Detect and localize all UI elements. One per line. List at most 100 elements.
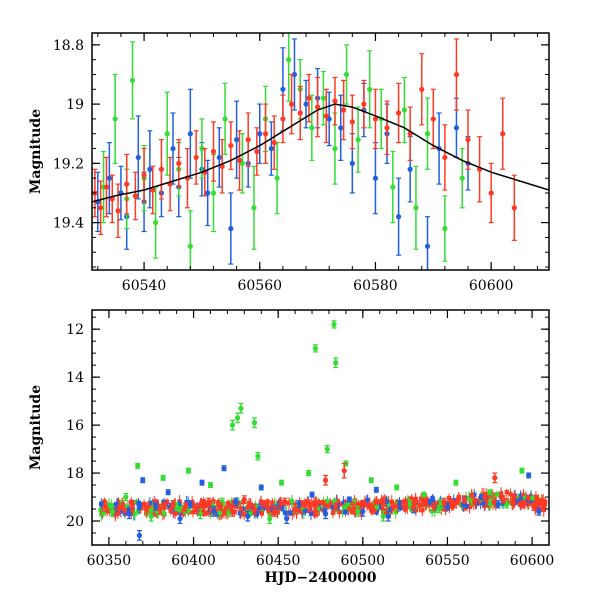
bottom-band-point bbox=[245, 505, 251, 510]
bottom-band-point bbox=[389, 499, 394, 504]
bottom-band-point bbox=[420, 508, 425, 513]
bottom-band-point bbox=[385, 502, 391, 507]
bottom-band-point bbox=[348, 500, 354, 506]
bottom-band-point bbox=[325, 498, 330, 504]
bottom-band-point bbox=[340, 509, 345, 515]
top-red-point bbox=[341, 107, 347, 113]
top-red-point bbox=[395, 110, 402, 116]
bottom-band-point bbox=[226, 510, 231, 516]
top-y-axis-label: Magnitude bbox=[28, 109, 44, 194]
top-blue-point bbox=[205, 190, 211, 196]
bottom-band-point bbox=[248, 502, 253, 508]
top-red-point bbox=[297, 110, 303, 116]
bottom-red-point bbox=[410, 504, 417, 510]
bottom-green-point bbox=[197, 511, 203, 517]
top-red-point bbox=[430, 116, 436, 122]
bottom-band-point bbox=[120, 502, 126, 507]
bottom-band-point bbox=[202, 500, 207, 506]
bottom-band-point bbox=[439, 501, 445, 507]
bottom-band-point bbox=[494, 491, 500, 497]
top-red-point bbox=[271, 140, 277, 146]
bottom-band-point bbox=[448, 499, 453, 504]
bottom-band-point bbox=[384, 509, 390, 515]
top-plot-frame bbox=[91, 32, 550, 271]
bottom-band-point bbox=[266, 508, 271, 513]
top-red-point bbox=[115, 208, 121, 214]
top-panel-data-points bbox=[92, 33, 517, 270]
top-blue-point bbox=[170, 145, 176, 152]
bottom-band-point bbox=[535, 503, 540, 508]
bottom-green-point bbox=[355, 508, 361, 515]
bottom-blue-point bbox=[258, 484, 264, 491]
top-green-point bbox=[459, 175, 465, 181]
bottom-red-point bbox=[251, 506, 258, 512]
bottom-band-point bbox=[305, 499, 310, 504]
top-green-point bbox=[401, 107, 407, 113]
bottom-band-point bbox=[326, 503, 332, 509]
top-green-point bbox=[210, 190, 217, 196]
bottom-red-point bbox=[531, 504, 537, 510]
bottom-green-point bbox=[148, 513, 154, 519]
bottom-green-point bbox=[135, 463, 141, 469]
bottom-band-point bbox=[270, 500, 275, 505]
bottom-band-point bbox=[289, 498, 295, 504]
bottom-band-point bbox=[300, 504, 305, 510]
top-model-curve bbox=[92, 103, 549, 203]
bottom-band-point bbox=[542, 501, 548, 507]
bottom-blue-point bbox=[126, 511, 132, 517]
bottom-band-point bbox=[466, 496, 471, 501]
bottom-band-point bbox=[461, 502, 466, 507]
bottom-band-point bbox=[429, 508, 435, 514]
bottom-band-point bbox=[446, 495, 452, 501]
bottom-band-point bbox=[269, 504, 274, 510]
bottom-band-point bbox=[512, 494, 517, 499]
bottom-red-point bbox=[229, 508, 236, 515]
bottom-band-point bbox=[278, 501, 284, 506]
bottom-band-point bbox=[147, 500, 153, 506]
bottom-green-point bbox=[519, 468, 525, 474]
bottom-y-tick-label: 16 bbox=[66, 418, 84, 434]
top-green-point bbox=[199, 145, 205, 152]
bottom-band-point bbox=[241, 499, 246, 505]
bottom-band-point bbox=[175, 509, 181, 515]
bottom-red-point bbox=[272, 508, 278, 515]
bottom-red-point bbox=[421, 499, 427, 505]
bottom-blue-point bbox=[233, 499, 239, 505]
bottom-red-point bbox=[461, 496, 467, 503]
bottom-red-point bbox=[400, 501, 407, 507]
bottom-red-point bbox=[380, 499, 386, 505]
top-red-point bbox=[332, 98, 338, 104]
bottom-band-point bbox=[209, 508, 214, 513]
bottom-band-point bbox=[98, 507, 103, 513]
bottom-band-point bbox=[150, 511, 155, 516]
bottom-band-point bbox=[337, 509, 342, 515]
top-axis-ticks: 60540 60560 60580 60600 18.8 19 19.2 19.4 bbox=[53, 33, 549, 294]
top-green-point bbox=[251, 205, 257, 211]
bottom-band-point bbox=[200, 504, 205, 509]
bottom-band-point bbox=[365, 497, 370, 503]
bottom-band-point bbox=[424, 499, 430, 504]
bottom-band-point bbox=[464, 503, 469, 509]
top-green-point bbox=[442, 225, 448, 232]
bottom-red-point bbox=[431, 504, 437, 510]
bottom-band-point bbox=[487, 501, 493, 506]
top-red-point bbox=[442, 154, 448, 161]
bottom-blue-point bbox=[373, 487, 379, 493]
bottom-band-point bbox=[374, 510, 379, 515]
bottom-blue-point bbox=[346, 496, 352, 503]
bottom-red-point bbox=[302, 501, 308, 507]
bottom-band-point bbox=[529, 498, 534, 503]
bottom-band-point bbox=[177, 499, 182, 504]
bottom-y-axis-label: Magnitude bbox=[28, 385, 44, 470]
bottom-band-point bbox=[533, 494, 539, 500]
bottom-band-point bbox=[146, 505, 152, 510]
top-red-point bbox=[511, 205, 517, 211]
top-green-point bbox=[390, 184, 396, 190]
top-blue-point bbox=[234, 137, 240, 143]
bottom-band-point bbox=[255, 505, 261, 511]
bottom-band-point bbox=[186, 507, 191, 513]
bottom-blue-point bbox=[444, 504, 451, 510]
bottom-red-point bbox=[194, 506, 200, 512]
bottom-green-point bbox=[229, 422, 236, 428]
top-blue-point bbox=[135, 154, 141, 161]
